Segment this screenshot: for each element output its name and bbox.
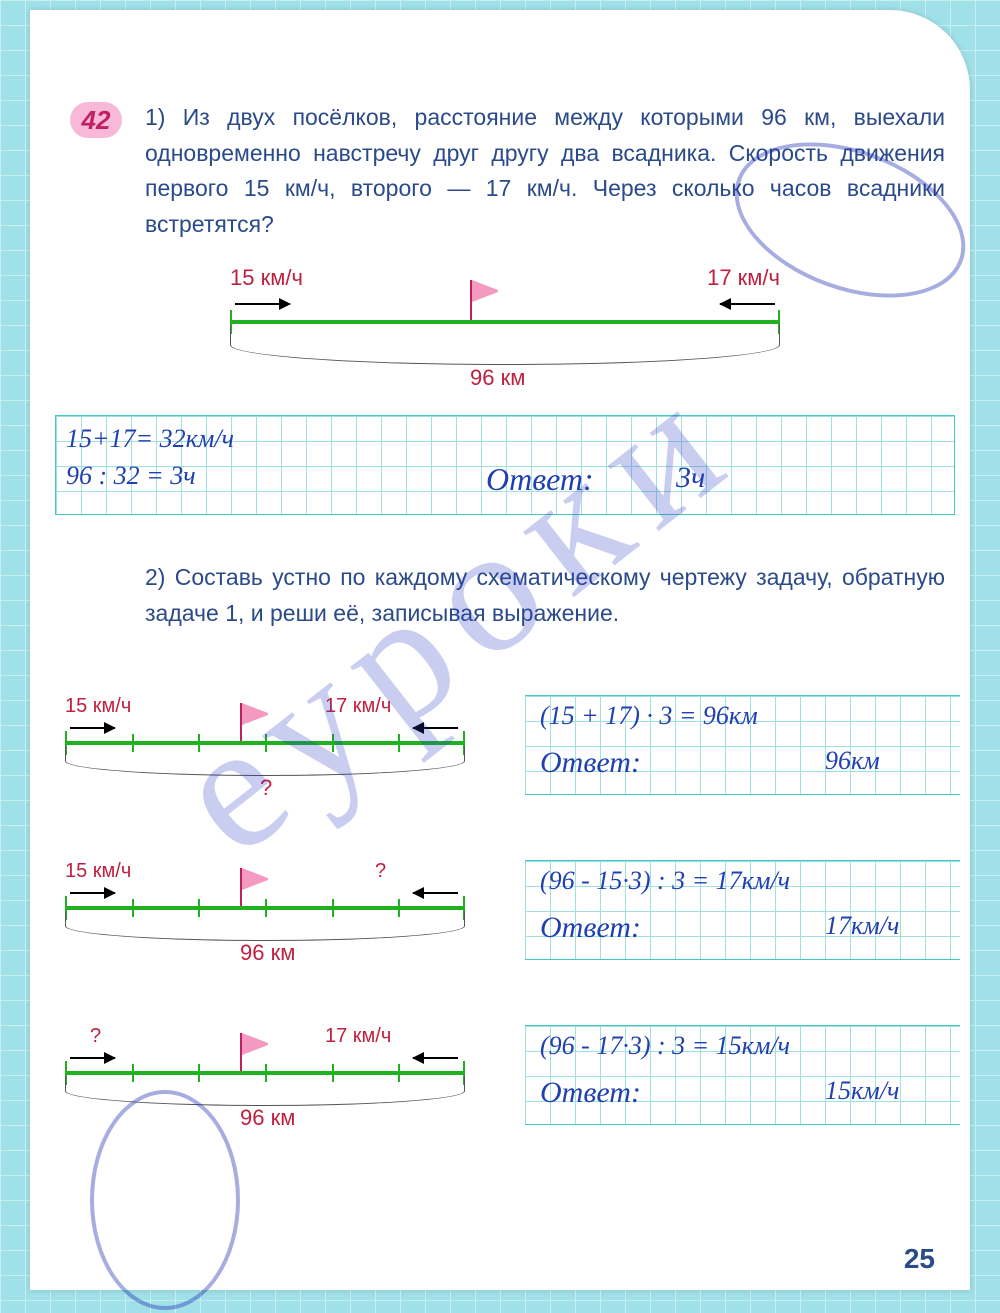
work-line2: 96 : 32 = 3ч — [66, 461, 196, 491]
speed-right-label: 17 км/ч — [707, 265, 780, 291]
brace-arc — [230, 325, 780, 365]
speed-left-label: 15 км/ч — [230, 265, 303, 291]
answer-box-a: (15 + 17) · 3 = 96км Ответ: 96км — [525, 695, 960, 795]
problem-2-text: 2) Составь устно по каждому схематическо… — [145, 560, 945, 631]
ans-value-c: 15км/ч — [825, 1076, 899, 1106]
answer-label: Ответ: — [486, 461, 594, 498]
diag-c-distance: 96 км — [240, 1105, 295, 1131]
diag-a-distance: ? — [260, 775, 272, 801]
diag-a-speed-right: 17 км/ч — [325, 695, 391, 718]
ans-label-c: Ответ: — [540, 1076, 641, 1110]
diag-c-speed-right: 17 км/ч — [325, 1025, 391, 1048]
calc-a: (15 + 17) · 3 = 96км — [540, 701, 758, 731]
page-number: 25 — [904, 1243, 935, 1275]
arrow-right-icon — [70, 1057, 115, 1059]
track-line — [65, 906, 465, 910]
arrow-left-icon — [720, 303, 775, 305]
arrow-left-icon — [413, 1057, 458, 1059]
ans-value-b: 17км/ч — [825, 911, 899, 941]
diag-a-speed-left: 15 км/ч — [65, 695, 131, 718]
diag-c-speed-left: ? — [90, 1025, 101, 1048]
workbook-page: 42 1) Из двух посёлков, расстояние между… — [30, 10, 970, 1290]
diag-b-distance: 96 км — [240, 940, 295, 966]
arrow-right-icon — [235, 303, 290, 305]
flag-icon — [240, 868, 242, 906]
answer-box-b: (96 - 15·3) : 3 = 17км/ч Ответ: 17км/ч — [525, 860, 960, 960]
answer-value: 3ч — [676, 461, 705, 495]
diagram-a: 15 км/ч 17 км/ч ? — [65, 695, 465, 805]
arrow-right-icon — [70, 892, 115, 894]
flag-icon — [240, 1033, 242, 1071]
diag-b-speed-right: ? — [375, 860, 386, 883]
arrow-left-icon — [413, 892, 458, 894]
problem-number-badge: 42 — [70, 102, 122, 138]
track-line — [65, 741, 465, 745]
diagram-main: 15 км/ч 17 км/ч 96 км — [230, 265, 780, 395]
problem-1-text: 1) Из двух посёлков, расстояние между ко… — [145, 100, 945, 243]
calc-b: (96 - 15·3) : 3 = 17км/ч — [540, 866, 790, 896]
arrow-left-icon — [413, 727, 458, 729]
track-line — [65, 1071, 465, 1075]
work-line1: 15+17= 32км/ч — [66, 424, 234, 454]
brace-arc — [65, 1076, 465, 1106]
ans-label-a: Ответ: — [540, 746, 641, 780]
ans-value-a: 96км — [825, 746, 880, 776]
distance-label: 96 км — [470, 365, 525, 391]
answer-box-c: (96 - 17·3) : 3 = 15км/ч Ответ: 15км/ч — [525, 1025, 960, 1125]
answer-grid-main: 15+17= 32км/ч 96 : 32 = 3ч Ответ: 3ч — [55, 415, 955, 515]
brace-arc — [65, 746, 465, 776]
brace-arc — [65, 911, 465, 941]
ans-label-b: Ответ: — [540, 911, 641, 945]
diagram-c: ? 17 км/ч 96 км — [65, 1025, 465, 1135]
diagram-b: 15 км/ч ? 96 км — [65, 860, 465, 970]
diag-b-speed-left: 15 км/ч — [65, 860, 131, 883]
arrow-right-icon — [70, 727, 115, 729]
flag-icon — [470, 280, 472, 320]
track-line — [230, 320, 780, 324]
flag-icon — [240, 703, 242, 741]
calc-c: (96 - 17·3) : 3 = 15км/ч — [540, 1031, 790, 1061]
